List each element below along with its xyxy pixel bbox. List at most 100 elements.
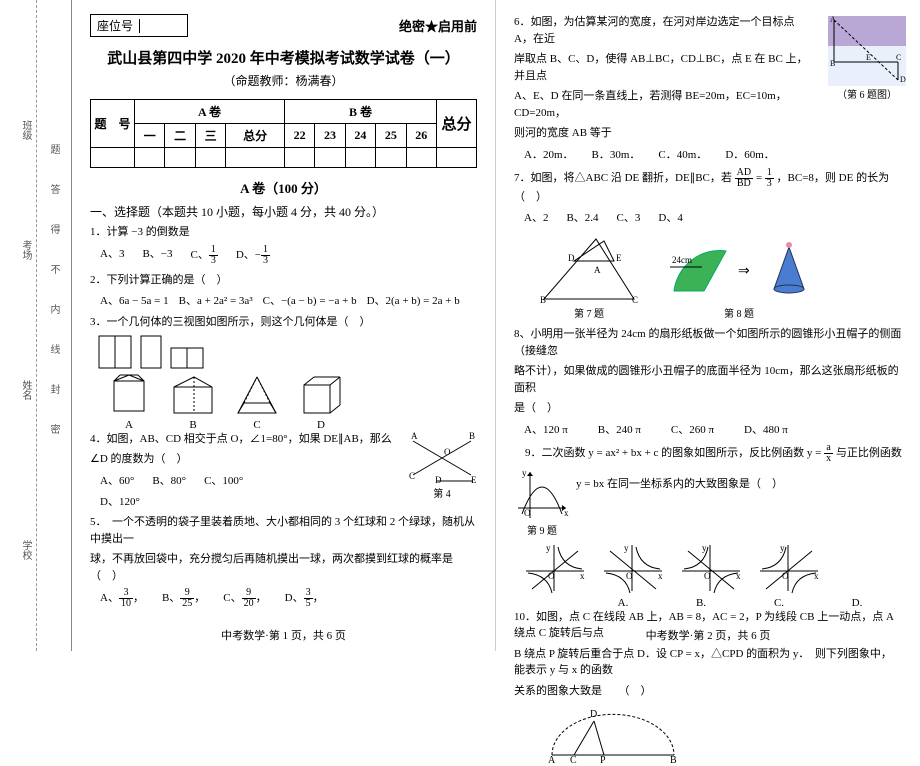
seat-number-box: 座位号	[90, 14, 188, 37]
q9-lb: B.	[668, 597, 734, 609]
col-b1: 22	[284, 124, 314, 148]
q1-d-frac: 13	[261, 245, 270, 266]
seat-blank	[139, 19, 181, 33]
binding-label-school: 学校	[18, 540, 33, 560]
svg-text:E: E	[471, 475, 477, 485]
q8-diagram-icon: 24cm ⇒	[664, 231, 814, 305]
svg-text:O: O	[524, 508, 531, 518]
q4-a: A、60°	[100, 472, 134, 488]
q10-l2: B 绕点 P 旋转后重合于点 D．设 CP = x，△CPD 的面积为 y． 则…	[514, 646, 902, 679]
col-a2: 二	[165, 124, 195, 148]
q6-fig-label: （第 6 题图）	[837, 86, 897, 101]
svg-text:A: A	[411, 431, 418, 441]
seat-label: 座位号	[97, 17, 133, 34]
header-row: 座位号 绝密★启用前	[90, 14, 477, 37]
side-view-icon	[140, 335, 162, 369]
col-a3: 三	[195, 124, 225, 148]
q7-opts: A、2 B、2.4 C、3 D、4	[524, 209, 902, 225]
q6-a: A．20m．	[524, 146, 574, 162]
q7-stem: 7．如图，将△ABC 沿 DE 翻折，DE∥BC，若	[514, 172, 732, 184]
svg-text:D: D	[590, 709, 597, 720]
q3-views	[98, 335, 477, 369]
q7-a: A、2	[524, 209, 548, 225]
score-total: 总分	[437, 100, 477, 148]
q7-diagram-icon: BC DE A	[534, 231, 644, 305]
q9-lc: C.	[746, 597, 812, 609]
q7-fig-label: 第 7 题	[574, 305, 604, 320]
q1-d: D、−13	[236, 245, 270, 266]
q9-spacer	[522, 597, 578, 609]
q9-ya: y =	[807, 447, 824, 459]
binding-slot-5: 内	[46, 300, 61, 318]
q3-lc: C	[234, 419, 280, 431]
binding-slot-1: 题	[46, 140, 61, 158]
solid-c-icon	[234, 373, 280, 417]
solid-d-icon	[298, 373, 344, 417]
q4-d: D、120°	[100, 494, 399, 511]
q6-diagram-icon: AB EC D	[828, 16, 906, 86]
q4-fig-label: 第 4	[433, 485, 451, 500]
q7-stem-row: 7．如图，将△ABC 沿 DE 翻折，DE∥BC，若 ADBD = 13 ，BC…	[514, 168, 902, 206]
score-table: 题 号 A 卷 B 卷 总分 一 二 三 总分 22 23 24 25 26	[90, 99, 477, 168]
col-a4: 总分	[226, 124, 285, 148]
q5-b: B、925，	[162, 588, 205, 609]
q1-c-frac: 13	[209, 245, 218, 266]
svg-text:y: y	[522, 468, 527, 478]
q1-stem: 1．计算 −3 的倒数是	[90, 224, 477, 241]
q3-labels: A B C D	[106, 419, 477, 431]
q9-la: A.	[590, 597, 656, 609]
binding-margin: 班级 考场 姓名 学校 题 答 得 不 内 线 封 密	[0, 0, 72, 651]
svg-text:y: y	[702, 543, 707, 553]
q9-opt-b-icon: xyO	[600, 541, 666, 595]
q3-solids	[106, 373, 477, 417]
q3-ld: D	[298, 419, 344, 431]
q1-c: C、13	[191, 245, 218, 266]
q6-opts: A．20m． B．30m． C．40m． D．60m．	[524, 146, 902, 162]
q5-c: C、920，	[223, 588, 266, 609]
q5-a: A、310，	[100, 588, 144, 609]
q1-opts: A、3 B、−3 C、13 D、−13	[100, 245, 477, 266]
page-2: AB EC D （第 6 题图） 6．如图，为估算某河的宽度，在河对岸边选定一个…	[496, 0, 920, 651]
q2-opts: A、6a − 5a = 1 B、a + 2a² = 3a³ C、−(a − b)…	[100, 292, 477, 308]
q7-frac-l: ADBD	[735, 168, 753, 189]
svg-text:A: A	[830, 16, 836, 24]
q9-fig: xyO 第 9 题	[514, 468, 570, 537]
q1-b: B、−3	[142, 245, 172, 266]
q9-ya-frac: ax	[824, 443, 833, 464]
q7-b: B、2.4	[566, 209, 598, 225]
svg-text:O: O	[548, 571, 555, 581]
q9-stem: 9．二次函数 y = ax² + bx + c 的图象如图所示，反比例函数	[514, 447, 804, 459]
q6-b: B．30m．	[592, 146, 641, 162]
q7-frac-r: 13	[765, 168, 774, 189]
q5-opts: A、310， B、925， C、920， D、35，	[100, 588, 477, 609]
svg-text:B: B	[540, 295, 546, 305]
svg-text:C: C	[570, 755, 577, 763]
solid-a-icon	[106, 373, 152, 417]
svg-text:O: O	[704, 571, 711, 581]
q3-stem: 3．一个几何体的三视图如图所示，则这个几何体是（ ）	[90, 314, 477, 331]
binding-slot-4: 不	[46, 260, 61, 278]
front-view-icon	[98, 335, 132, 369]
binding-slot-2: 答	[46, 180, 61, 198]
q8-d: D、480 π	[744, 421, 788, 437]
q9-ld: D.	[824, 597, 890, 609]
binding-label-class: 班级	[18, 120, 33, 140]
score-header-row: 题 号 A 卷 B 卷 总分	[91, 100, 477, 124]
q4-fig: AB CE DO 第 4	[407, 431, 477, 515]
footer-right: 中考数学·第 2 页，共 6 页	[496, 627, 920, 643]
svg-text:y: y	[546, 543, 551, 553]
paper-title: 武山县第四中学 2020 年中考模拟考试数学试卷（一）	[90, 47, 477, 68]
svg-text:B: B	[830, 59, 835, 68]
svg-text:x: x	[736, 571, 741, 581]
svg-text:O: O	[626, 571, 633, 581]
svg-text:x: x	[580, 571, 585, 581]
q8-stem: 8、小明用一张半径为 24cm 的扇形纸板做一个如图所示的圆锥形小丑帽子的侧面（…	[514, 326, 902, 359]
col-a1: 一	[135, 124, 165, 148]
q4-text: 4．如图，AB、CD 相交于点 O，∠1=80°，如果 DE∥AB，那么 ∠D …	[90, 431, 399, 515]
score-cols-row: 一 二 三 总分 22 23 24 25 26	[91, 124, 477, 148]
q8-opts: A、120 π B、240 π C、260 π D、480 π	[524, 421, 902, 437]
solid-b-icon	[170, 373, 216, 417]
q6-l4: 则河的宽度 AB 等于	[514, 125, 902, 142]
q4-c: C、100°	[204, 472, 243, 488]
col-b4: 25	[376, 124, 406, 148]
